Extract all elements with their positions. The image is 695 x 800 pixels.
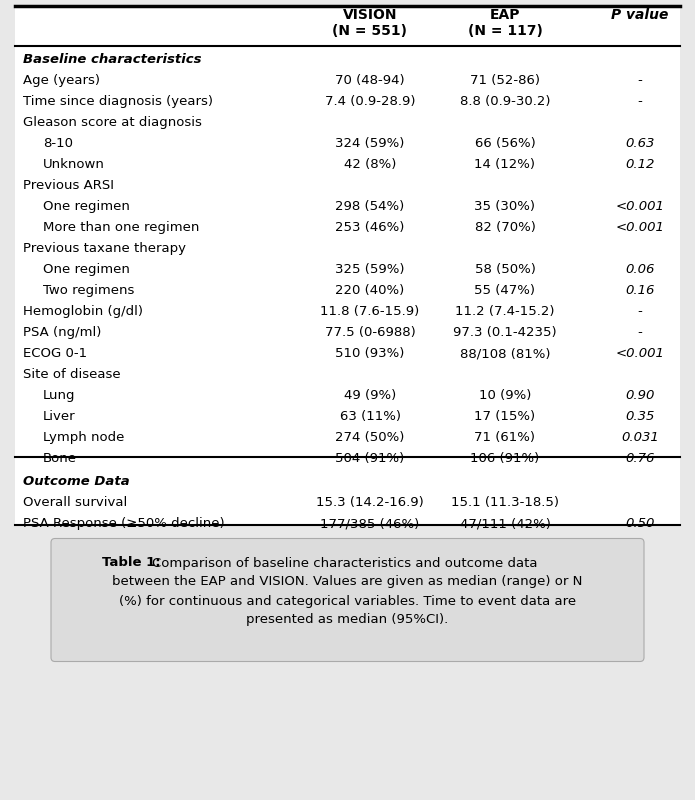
Text: 220 (40%): 220 (40%): [336, 284, 404, 297]
Text: 510 (93%): 510 (93%): [335, 347, 404, 360]
Text: VISION
(N = 551): VISION (N = 551): [332, 8, 407, 38]
Text: 14 (12%): 14 (12%): [475, 158, 536, 171]
Text: Liver: Liver: [43, 410, 76, 423]
Text: 35 (30%): 35 (30%): [475, 200, 536, 213]
Text: EAP
(N = 117): EAP (N = 117): [468, 8, 542, 38]
Text: 8.8 (0.9-30.2): 8.8 (0.9-30.2): [460, 95, 550, 108]
Text: 0.12: 0.12: [626, 158, 655, 171]
Text: Lung: Lung: [43, 389, 76, 402]
Text: 42 (8%): 42 (8%): [344, 158, 396, 171]
Text: 0.35: 0.35: [626, 410, 655, 423]
Text: Outcome Data: Outcome Data: [23, 475, 130, 488]
Text: Gleason score at diagnosis: Gleason score at diagnosis: [23, 116, 202, 129]
Text: One regimen: One regimen: [43, 200, 130, 213]
Text: 0.06: 0.06: [626, 263, 655, 276]
Text: -: -: [637, 305, 642, 318]
Text: 15.1 (11.3-18.5): 15.1 (11.3-18.5): [451, 496, 559, 509]
Text: 274 (50%): 274 (50%): [335, 431, 404, 444]
Text: 10 (9%): 10 (9%): [479, 389, 531, 402]
Text: 106 (91%): 106 (91%): [471, 452, 539, 465]
Text: 88/108 (81%): 88/108 (81%): [460, 347, 550, 360]
Text: 0.90: 0.90: [626, 389, 655, 402]
Text: 0.50: 0.50: [626, 517, 655, 530]
FancyBboxPatch shape: [51, 538, 644, 662]
Text: 77.5 (0-6988): 77.5 (0-6988): [325, 326, 416, 339]
Text: 70 (48-94): 70 (48-94): [335, 74, 404, 87]
Text: More than one regimen: More than one regimen: [43, 221, 199, 234]
Bar: [15, 6, 680, 525]
Text: 82 (70%): 82 (70%): [475, 221, 535, 234]
Text: Site of disease: Site of disease: [23, 368, 121, 381]
Text: 15.3 (14.2-16.9): 15.3 (14.2-16.9): [316, 496, 424, 509]
Text: 71 (52-86): 71 (52-86): [470, 74, 540, 87]
Text: Bone: Bone: [43, 452, 77, 465]
Text: Baseline characteristics: Baseline characteristics: [23, 53, 202, 66]
Text: Age (years): Age (years): [23, 74, 100, 87]
Text: presented as median (95%CI).: presented as median (95%CI).: [246, 614, 449, 626]
Text: 17 (15%): 17 (15%): [475, 410, 536, 423]
Text: 253 (46%): 253 (46%): [335, 221, 404, 234]
Text: -: -: [637, 74, 642, 87]
Text: 0.63: 0.63: [626, 137, 655, 150]
Text: Overall survival: Overall survival: [23, 496, 127, 509]
Text: Two regimens: Two regimens: [43, 284, 134, 297]
Text: 504 (91%): 504 (91%): [336, 452, 404, 465]
Text: <0.001: <0.001: [616, 221, 664, 234]
Text: -: -: [637, 95, 642, 108]
Text: PSA (ng/ml): PSA (ng/ml): [23, 326, 101, 339]
Text: PSA Response (≥50% decline): PSA Response (≥50% decline): [23, 517, 224, 530]
Text: 97.3 (0.1-4235): 97.3 (0.1-4235): [453, 326, 557, 339]
Text: Previous ARSI: Previous ARSI: [23, 179, 114, 192]
Text: One regimen: One regimen: [43, 263, 130, 276]
Text: 324 (59%): 324 (59%): [335, 137, 404, 150]
Text: 63 (11%): 63 (11%): [339, 410, 400, 423]
Text: Lymph node: Lymph node: [43, 431, 124, 444]
Text: (%) for continuous and categorical variables. Time to event data are: (%) for continuous and categorical varia…: [119, 594, 576, 607]
Text: 49 (9%): 49 (9%): [344, 389, 396, 402]
Text: P value: P value: [612, 8, 669, 22]
Text: 0.76: 0.76: [626, 452, 655, 465]
Text: Unknown: Unknown: [43, 158, 105, 171]
Text: <0.001: <0.001: [616, 347, 664, 360]
Text: 47/111 (42%): 47/111 (42%): [459, 517, 550, 530]
Text: 298 (54%): 298 (54%): [336, 200, 404, 213]
Text: 71 (61%): 71 (61%): [475, 431, 536, 444]
Text: 58 (50%): 58 (50%): [475, 263, 535, 276]
Text: 7.4 (0.9-28.9): 7.4 (0.9-28.9): [325, 95, 415, 108]
Text: ECOG 0-1: ECOG 0-1: [23, 347, 87, 360]
Text: Table 1:: Table 1:: [102, 557, 161, 570]
Text: 0.16: 0.16: [626, 284, 655, 297]
Text: 55 (47%): 55 (47%): [475, 284, 536, 297]
Text: 325 (59%): 325 (59%): [335, 263, 404, 276]
Text: -: -: [637, 326, 642, 339]
Text: between the EAP and VISION. Values are given as median (range) or N: between the EAP and VISION. Values are g…: [113, 575, 582, 589]
Text: 11.8 (7.6-15.9): 11.8 (7.6-15.9): [320, 305, 420, 318]
Text: 177/385 (46%): 177/385 (46%): [320, 517, 420, 530]
Text: Comparison of baseline characteristics and outcome data: Comparison of baseline characteristics a…: [152, 557, 537, 570]
Text: Previous taxane therapy: Previous taxane therapy: [23, 242, 186, 255]
Text: 0.031: 0.031: [621, 431, 659, 444]
Text: 11.2 (7.4-15.2): 11.2 (7.4-15.2): [455, 305, 555, 318]
Text: <0.001: <0.001: [616, 200, 664, 213]
Text: 8-10: 8-10: [43, 137, 73, 150]
Text: Time since diagnosis (years): Time since diagnosis (years): [23, 95, 213, 108]
Text: Hemoglobin (g/dl): Hemoglobin (g/dl): [23, 305, 143, 318]
Text: 66 (56%): 66 (56%): [475, 137, 535, 150]
